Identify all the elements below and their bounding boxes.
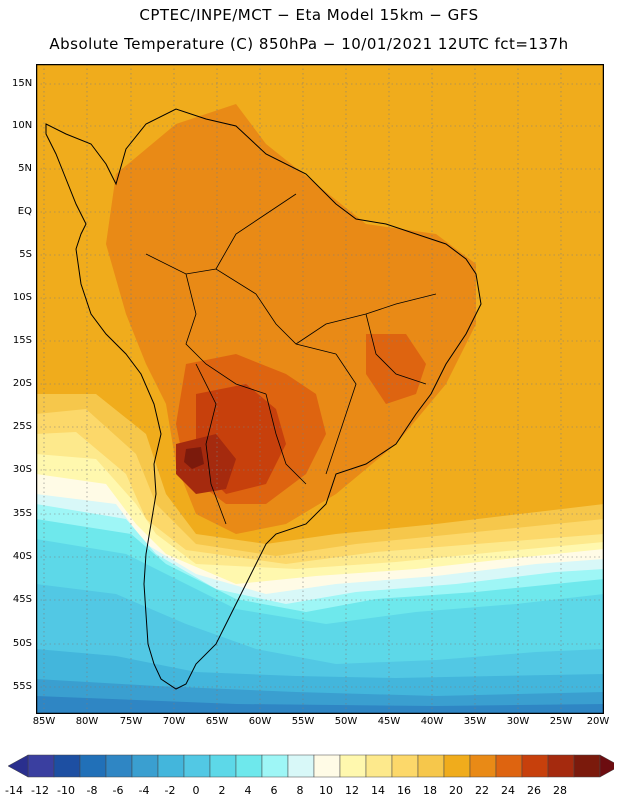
- lat-label-5s: 5S: [19, 249, 32, 260]
- lat-label-5n: 5N: [18, 163, 32, 174]
- lat-label-40s: 40S: [12, 551, 32, 562]
- lon-label-80w: 80W: [75, 716, 99, 727]
- colorbar-label-12: 12: [345, 784, 359, 797]
- colorbar-swatch: [157, 754, 185, 778]
- lon-label-60w: 60W: [248, 716, 272, 727]
- colorbar-label-16: 16: [397, 784, 411, 797]
- colorbar-swatch: [105, 754, 133, 778]
- colorbar-label-18: 18: [423, 784, 437, 797]
- colorbar-label-10: 10: [319, 784, 333, 797]
- colorbar-swatch: [183, 754, 211, 778]
- lon-label-75w: 75W: [119, 716, 143, 727]
- lat-label-25s: 25S: [12, 421, 32, 432]
- colorbar-swatch: [27, 754, 55, 778]
- colorbar-swatch: [313, 754, 341, 778]
- colorbar-swatch: [339, 754, 367, 778]
- colorbar-label-24: 24: [501, 784, 515, 797]
- lat-label-15s: 15S: [12, 335, 32, 346]
- map-title-line-2: Absolute Temperature (C) 850hPa − 10/01/…: [49, 35, 569, 53]
- colorbar-swatch: [391, 754, 419, 778]
- lat-label-20s: 20S: [12, 378, 32, 389]
- lon-label-45w: 45W: [377, 716, 401, 727]
- colorbar-label-minus-14: -14: [5, 784, 23, 797]
- lat-label-30s: 30S: [12, 464, 32, 475]
- lon-label-65w: 65W: [205, 716, 229, 727]
- colorbar-label-minus-6: -6: [112, 784, 124, 797]
- temperature-band-28: [184, 447, 204, 469]
- colorbar-label-20: 20: [449, 784, 463, 797]
- lon-label-40w: 40W: [420, 716, 444, 727]
- temperature-colorbar: [7, 754, 614, 778]
- colorbar-label-minus-8: -8: [86, 784, 98, 797]
- colorbar-swatch: [287, 754, 315, 778]
- colorbar-swatch: [417, 754, 445, 778]
- colorbar-swatch: [495, 754, 523, 778]
- colorbar-high-arrow: [599, 754, 614, 778]
- colorbar-swatch: [469, 754, 497, 778]
- colorbar-low-arrow: [7, 754, 29, 778]
- temperature-map: [36, 64, 604, 714]
- colorbar-label-4: 4: [244, 784, 252, 797]
- colorbar-label-28: 28: [553, 784, 567, 797]
- colorbar-label-minus-12: -12: [31, 784, 49, 797]
- lon-label-20w: 20W: [586, 716, 610, 727]
- colorbar-label-8: 8: [296, 784, 304, 797]
- lat-label-55s: 55S: [12, 681, 32, 692]
- lat-label-eq: EQ: [17, 206, 32, 217]
- lon-label-85w: 85W: [32, 716, 56, 727]
- colorbar-label-26: 26: [527, 784, 541, 797]
- lon-label-35w: 35W: [463, 716, 487, 727]
- lon-label-55w: 55W: [291, 716, 315, 727]
- colorbar-swatch: [235, 754, 263, 778]
- colorbar-swatch: [79, 754, 107, 778]
- colorbar-label-minus-2: -2: [164, 784, 176, 797]
- colorbar-label-14: 14: [371, 784, 385, 797]
- temperature-band-22b: [366, 334, 426, 404]
- colorbar-label-2: 2: [218, 784, 226, 797]
- colorbar-swatch: [573, 754, 601, 778]
- colorbar-swatch: [521, 754, 549, 778]
- colorbar-swatch: [261, 754, 289, 778]
- temperature-band-minus-8: [36, 696, 604, 714]
- lon-label-30w: 30W: [506, 716, 530, 727]
- lon-label-25w: 25W: [549, 716, 573, 727]
- colorbar-swatch: [365, 754, 393, 778]
- colorbar-swatch: [547, 754, 575, 778]
- lat-label-35s: 35S: [12, 508, 32, 519]
- lat-lon-grid: [36, 64, 604, 714]
- colorbar-label-0: 0: [192, 784, 200, 797]
- lat-label-10s: 10S: [12, 292, 32, 303]
- lat-label-50s: 50S: [12, 638, 32, 649]
- colorbar-label-22: 22: [475, 784, 489, 797]
- colorbar-swatch: [53, 754, 81, 778]
- lon-label-50w: 50W: [334, 716, 358, 727]
- lat-label-15n: 15N: [12, 78, 33, 89]
- colorbar-swatch: [443, 754, 471, 778]
- colorbar-label-6: 6: [270, 784, 278, 797]
- colorbar-label-minus-4: -4: [138, 784, 150, 797]
- colorbar-swatch: [209, 754, 237, 778]
- south-america-coastline: [45, 108, 482, 690]
- map-title-line-1: CPTEC/INPE/MCT − Eta Model 15km − GFS: [139, 6, 479, 24]
- lat-label-10n: 10N: [12, 120, 33, 131]
- lon-label-70w: 70W: [162, 716, 186, 727]
- colorbar-swatch: [131, 754, 159, 778]
- lat-label-45s: 45S: [12, 594, 32, 605]
- country-borders: [145, 193, 437, 525]
- colorbar-label-minus-10: -10: [57, 784, 75, 797]
